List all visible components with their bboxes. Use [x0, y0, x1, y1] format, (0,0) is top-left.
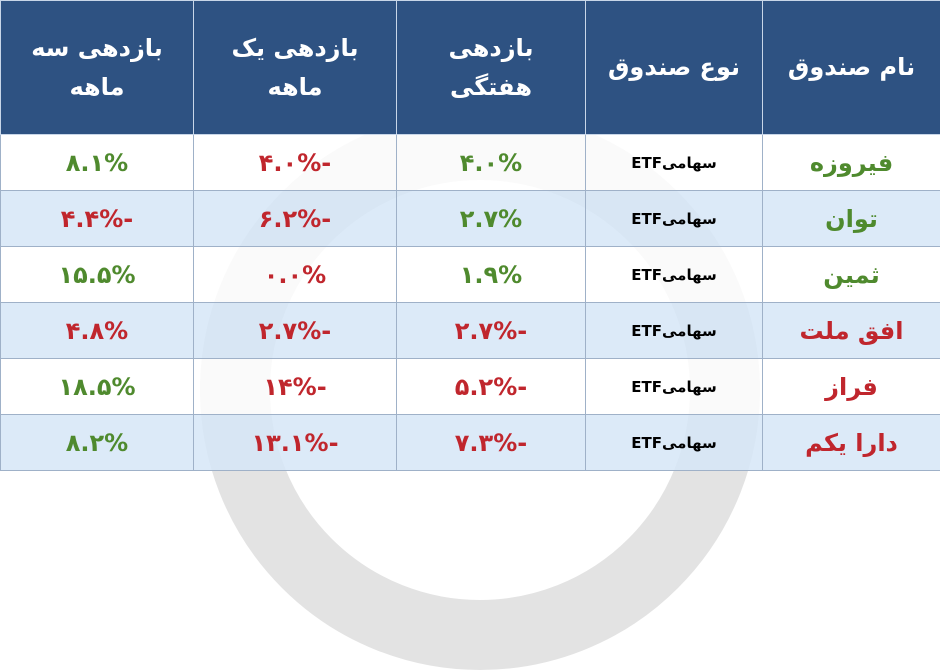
return-value: -۴.۰%: [194, 135, 397, 191]
fund-name: ثمین: [763, 247, 940, 303]
fund-name: دارا یکم: [763, 415, 940, 471]
return-value: -۱۳.۱%: [194, 415, 397, 471]
fund-type: سهامیETF: [586, 191, 763, 247]
return-value: ۲.۷%: [397, 191, 586, 247]
return-value: -۷.۳%: [397, 415, 586, 471]
fund-name: توان: [763, 191, 940, 247]
header-cell: بازدهی سه ماهه: [1, 1, 194, 135]
header-cell: بازدهی یک ماهه: [194, 1, 397, 135]
fund-name: فراز: [763, 359, 940, 415]
return-value: -۵.۲%: [397, 359, 586, 415]
return-value: -۶.۲%: [194, 191, 397, 247]
return-value: ۰.۰%: [194, 247, 397, 303]
fund-type: سهامیETF: [586, 303, 763, 359]
return-value: ۸.۱%: [1, 135, 194, 191]
return-value: ۱۸.۵%: [1, 359, 194, 415]
fund-name: افق ملت: [763, 303, 940, 359]
fund-type: سهامیETF: [586, 247, 763, 303]
return-value: ۴.۸%: [1, 303, 194, 359]
return-value: ۸.۲%: [1, 415, 194, 471]
header-cell: نام صندوق: [763, 1, 940, 135]
fund-type: سهامیETF: [586, 415, 763, 471]
return-value: ۱.۹%: [397, 247, 586, 303]
return-value: -۱۴%: [194, 359, 397, 415]
return-value: -۴.۴%: [1, 191, 194, 247]
return-value: ۱۵.۵%: [1, 247, 194, 303]
header-cell: نوع صندوق: [586, 1, 763, 135]
header-cell: بازدهی هفتگی: [397, 1, 586, 135]
fund-type: سهامیETF: [586, 135, 763, 191]
return-value: -۲.۷%: [194, 303, 397, 359]
return-value: ۴.۰%: [397, 135, 586, 191]
fund-type: سهامیETF: [586, 359, 763, 415]
fund-name: فیروزه: [763, 135, 940, 191]
return-value: -۲.۷%: [397, 303, 586, 359]
